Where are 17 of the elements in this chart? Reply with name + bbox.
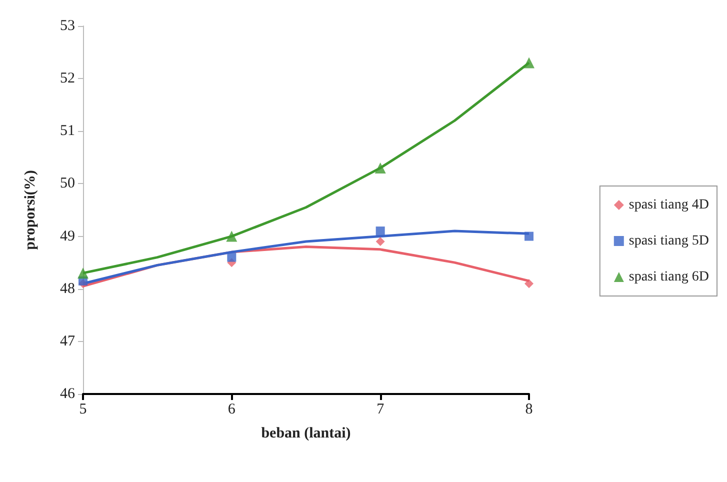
y-tick-label: 47 [60, 333, 76, 350]
legend-label: spasi tiang 5D [628, 234, 710, 248]
x-tick-label: 5 [79, 402, 87, 418]
legend-label: spasi tiang 4D [628, 198, 710, 212]
x-axis-title: beban (lantai) [261, 426, 351, 442]
y-tick-label: 48 [60, 280, 75, 297]
legend-label: spasi tiang 6D [628, 270, 710, 284]
x-tick-label: 6 [228, 402, 236, 418]
y-tick-label: 51 [60, 123, 75, 140]
y-tick-label: 53 [60, 18, 75, 34]
y-tick-label: 49 [60, 228, 75, 244]
y-tick-label: 46 [60, 386, 76, 402]
x-tick-label: 7 [376, 402, 385, 418]
x-tick-label: 8 [525, 402, 533, 418]
y-axis-title: proporsi(%) [22, 170, 38, 250]
y-tick-label: 52 [60, 70, 75, 87]
y-tick-label: 50 [60, 176, 75, 192]
